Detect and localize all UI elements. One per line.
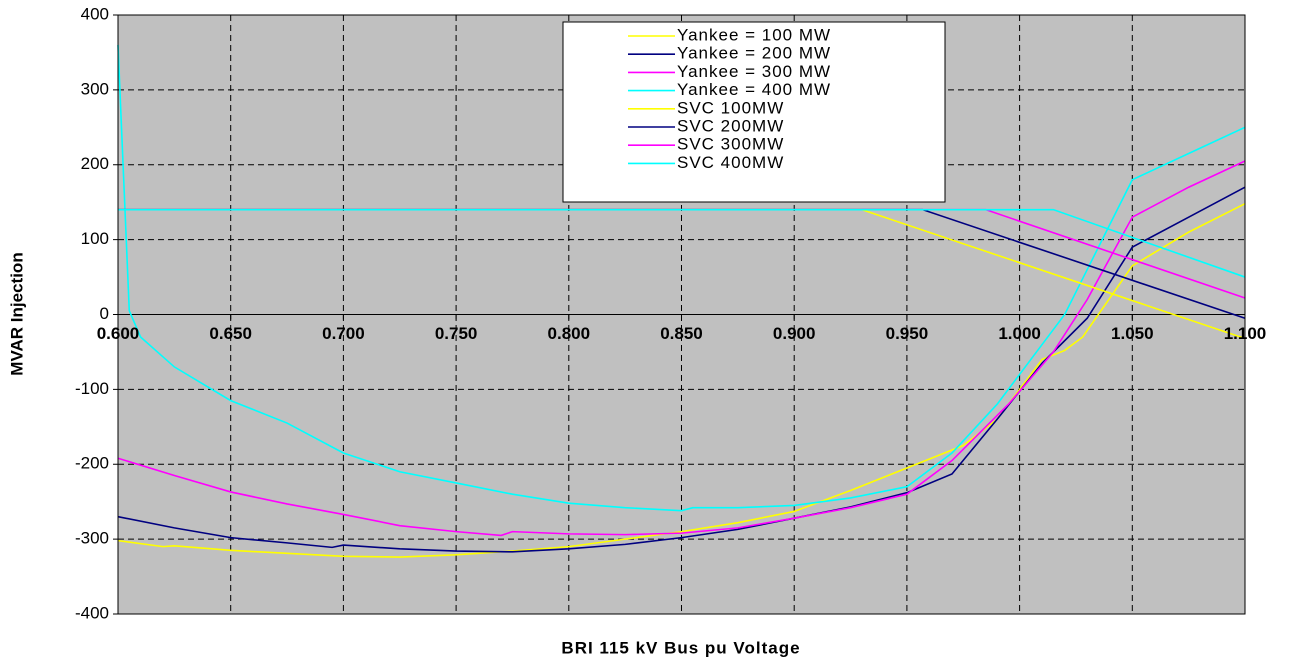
legend-label: SVC 300MW: [677, 135, 784, 154]
y-tick-label: 200: [81, 154, 109, 173]
plot-border: [117, 14, 1246, 615]
x-tick-label: 0.650: [209, 324, 252, 343]
x-tick-label: 1.100: [1224, 324, 1267, 343]
lines: [117, 44, 1246, 558]
x-tick-label: 0.950: [886, 324, 929, 343]
x-tick-label: 0.600: [97, 324, 140, 343]
series-line: [117, 44, 1246, 512]
x-tick-label: 1.050: [1111, 324, 1154, 343]
x-tick-label: 0.800: [548, 324, 591, 343]
y-tick-label: 100: [81, 229, 109, 248]
y-tick-label: 0: [100, 304, 109, 323]
legend-label: Yankee = 200 MW: [677, 44, 831, 63]
series-line: [118, 208, 1246, 278]
series-line: [117, 160, 1246, 537]
x-tick-label: 0.700: [322, 324, 365, 343]
y-tick-label: 400: [81, 4, 109, 23]
legend-label: SVC 200MW: [677, 116, 784, 135]
x-axis-label: BRI 115 kV Bus pu Voltage: [561, 638, 800, 657]
y-tick-label: -200: [75, 454, 109, 473]
series-line: [117, 202, 1246, 558]
series-line: [117, 186, 1246, 553]
legend-box: [562, 21, 946, 203]
legend-label: Yankee = 300 MW: [677, 62, 831, 81]
legend-label: Yankee = 100 MW: [677, 25, 831, 44]
legend-label: Yankee = 400 MW: [677, 80, 831, 99]
y-tick-label: 300: [81, 79, 109, 98]
y-axis-label: MVAR Injection: [7, 252, 26, 375]
x-tick-label: 0.750: [435, 324, 478, 343]
legend-label: SVC 100MW: [677, 98, 784, 117]
x-tick-label: 0.850: [660, 324, 703, 343]
y-tick-label: -400: [75, 603, 109, 622]
x-tick-label: 1.000: [998, 324, 1041, 343]
y-tick-label: -100: [75, 379, 109, 398]
x-tick-label: 0.900: [773, 324, 816, 343]
legend-label: SVC 400MW: [677, 153, 784, 172]
y-tick-label: -300: [75, 529, 109, 548]
